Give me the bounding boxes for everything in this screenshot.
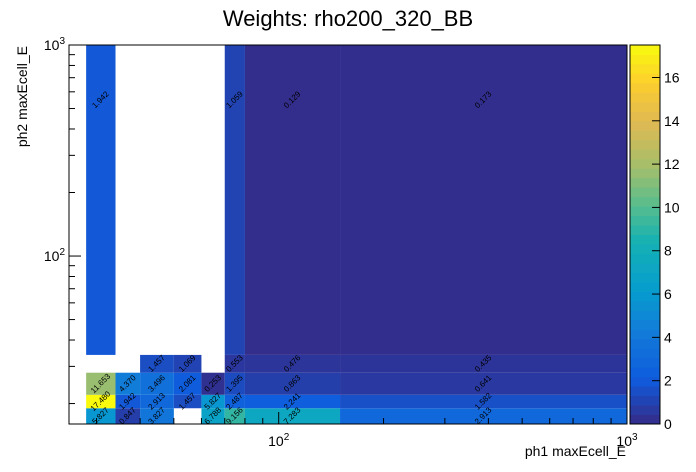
heatmap-cell — [224, 372, 245, 395]
chart-title: Weights: rho200_320_BB — [223, 6, 473, 31]
colorbar-segment — [630, 357, 660, 368]
heatmap-cell — [115, 372, 141, 395]
heatmap-cell — [244, 354, 341, 373]
heatmap-cell — [201, 372, 225, 395]
x-tick-label: 103 — [616, 432, 638, 449]
heatmap-cell — [340, 408, 627, 424]
colorbar-tick-label: 0 — [664, 416, 672, 432]
heatmap-cell — [140, 394, 174, 409]
colorbar-segment — [630, 376, 660, 387]
heatmap-cell — [140, 408, 174, 424]
colorbar-segment — [630, 168, 660, 179]
colorbar-segment — [630, 386, 660, 397]
colorbar-segment — [630, 177, 660, 188]
colorbar-tick-label: 4 — [664, 329, 672, 345]
colorbar-segment — [630, 73, 660, 84]
heatmap-cell — [340, 372, 627, 395]
heatmap-cell — [224, 354, 245, 373]
colorbar-segment — [630, 187, 660, 198]
x-axis-label: ph1 maxEcell_E — [525, 443, 626, 459]
colorbar-segment — [630, 206, 660, 217]
colorbar-segment — [630, 319, 660, 330]
colorbar-frame — [629, 44, 661, 425]
colorbar-tick-label: 14 — [664, 113, 680, 129]
colorbar-segment — [630, 300, 660, 311]
heatmap-cell — [173, 354, 202, 373]
heatmap-cell — [173, 372, 202, 395]
heatmap-cell — [140, 372, 174, 395]
colorbar-tick-label: 10 — [664, 199, 680, 215]
colorbar-segment — [630, 405, 660, 416]
colorbar-segment — [630, 54, 660, 65]
heatmap-cell — [140, 354, 174, 373]
colorbar-segment — [630, 120, 660, 131]
colorbar-segment — [630, 348, 660, 359]
colorbar-segment — [630, 291, 660, 302]
heatmap-cell — [86, 394, 116, 409]
colorbar-segment — [630, 272, 660, 283]
colorbar-segment — [630, 281, 660, 292]
heatmap-cell — [244, 45, 341, 355]
colorbar-segment — [630, 139, 660, 150]
colorbar-segment — [630, 243, 660, 254]
heatmap-cells — [86, 45, 627, 424]
colorbar-segment — [630, 101, 660, 112]
colorbar-tick-label: 16 — [664, 69, 680, 85]
heatmap-cell — [224, 394, 245, 409]
heatmap-cell — [224, 45, 245, 355]
colorbar-segment — [630, 262, 660, 273]
heatmap-cell — [86, 408, 116, 424]
y-tick-label: 102 — [44, 247, 66, 264]
colorbar-segment — [630, 158, 660, 169]
heatmap-cell — [201, 408, 225, 424]
heatmap-cell — [340, 45, 627, 355]
colorbar-segment — [630, 63, 660, 74]
colorbar-tick-label: 6 — [664, 286, 672, 302]
x-tick-label: 102 — [268, 432, 290, 449]
colorbar-segment — [630, 253, 660, 264]
heatmap-cell — [340, 394, 627, 409]
y-tick-label: 103 — [44, 36, 66, 53]
axis-ticks: 102 103 102 103 — [44, 36, 638, 449]
heatmap-cell — [201, 394, 225, 409]
y-axis-label: ph2 maxEcell_E — [14, 46, 30, 147]
colorbar-segment — [630, 111, 660, 122]
colorbar-segment — [630, 130, 660, 141]
heatmap-cell — [244, 408, 341, 424]
colorbar-tick-label: 2 — [664, 373, 672, 389]
heatmap-cell — [115, 394, 141, 409]
heatmap-cell — [173, 394, 202, 409]
colorbar-segment — [630, 310, 660, 321]
heatmap-cell — [340, 354, 627, 373]
colorbar-segment — [630, 215, 660, 226]
colorbar-segment — [630, 82, 660, 93]
heatmap-cell — [86, 372, 116, 395]
colorbar-segment — [630, 338, 660, 349]
colorbar-segment — [630, 225, 660, 235]
colorbar-segment — [630, 149, 660, 160]
heatmap-cell — [86, 45, 116, 355]
colorbar-segment — [630, 414, 660, 425]
colorbar-tick-label: 8 — [664, 243, 672, 259]
colorbar-tick-label: 12 — [664, 156, 680, 172]
colorbar-segment — [630, 329, 660, 340]
heatmap-cell — [224, 408, 245, 424]
colorbar-segment — [630, 395, 660, 406]
heatmap-cell — [244, 372, 341, 395]
colorbar-segment — [630, 234, 660, 245]
colorbar-segment — [630, 367, 660, 378]
colorbar-segment — [630, 196, 660, 207]
heatmap-cell — [244, 394, 341, 409]
heatmap-cell — [115, 408, 141, 424]
color-scale-bar: 0 2 4 6 8 10 12 14 16 — [629, 44, 680, 432]
plot-frame — [68, 44, 628, 425]
colorbar-segment — [630, 92, 660, 103]
colorbar-segment — [630, 45, 660, 55]
